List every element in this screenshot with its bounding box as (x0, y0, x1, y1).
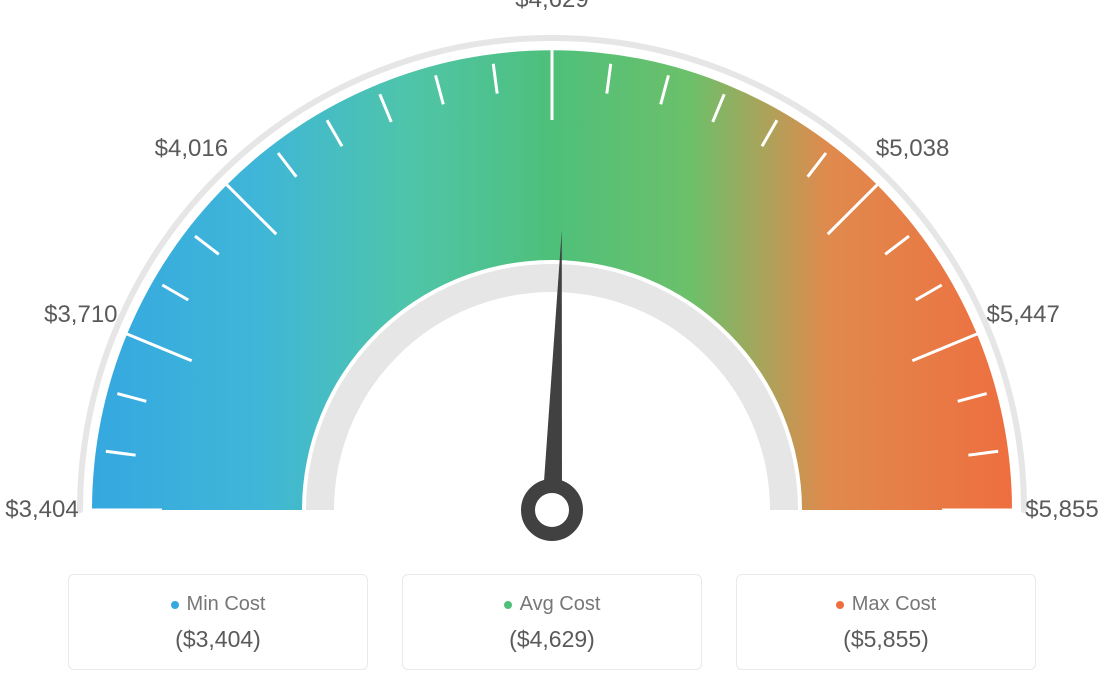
legend-value-max: ($5,855) (747, 626, 1025, 653)
legend-card-max: Max Cost ($5,855) (736, 574, 1036, 670)
legend-value-min: ($3,404) (79, 626, 357, 653)
legend-title-text: Min Cost (187, 593, 266, 616)
gauge-tick-label: $5,855 (1025, 496, 1098, 524)
gauge-tick-label: $4,629 (515, 0, 588, 14)
legend-value-avg: ($4,629) (413, 626, 691, 653)
legend-card-min: Min Cost ($3,404) (68, 574, 368, 670)
legend-title-text: Avg Cost (520, 593, 601, 616)
gauge-tick-label: $3,404 (5, 496, 78, 524)
legend-dot-avg (504, 601, 512, 609)
gauge-tick-label: $3,710 (44, 301, 117, 329)
gauge-tick-label: $5,447 (986, 301, 1059, 329)
gauge-svg (0, 0, 1104, 560)
legend-row: Min Cost ($3,404) Avg Cost ($4,629) Max … (0, 574, 1104, 670)
gauge-chart: $3,404 $3,710 $4,016 $4,629 $5,038 $5,447 $5,8… (0, 0, 1104, 560)
legend-title-text: Max Cost (852, 593, 936, 616)
legend-title-min: Min Cost (171, 593, 266, 616)
legend-card-avg: Avg Cost ($4,629) (402, 574, 702, 670)
legend-title-max: Max Cost (836, 593, 936, 616)
legend-dot-max (836, 601, 844, 609)
legend-dot-min (171, 601, 179, 609)
gauge-tick-label: $4,016 (155, 135, 228, 163)
gauge-tick-label: $5,038 (876, 135, 949, 163)
legend-title-avg: Avg Cost (504, 593, 601, 616)
